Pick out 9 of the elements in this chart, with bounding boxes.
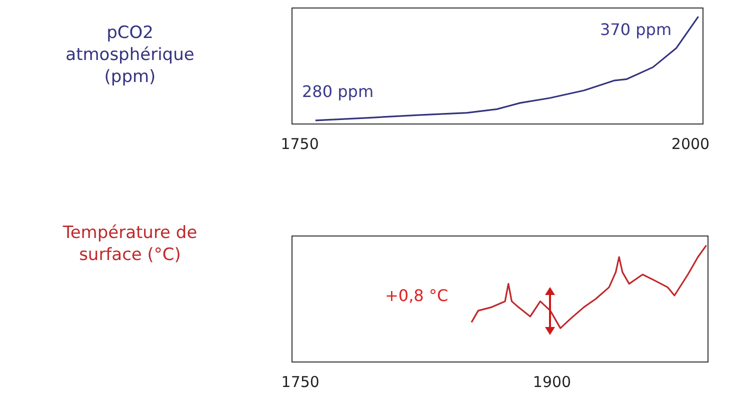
annotation: 370 ppm bbox=[600, 20, 672, 39]
y-axis-title: pCO2 atmosphérique (ppm) bbox=[64, 22, 196, 88]
y-axis-title: Température de surface (°C) bbox=[62, 222, 198, 266]
x-tick-label: 1900 bbox=[532, 372, 572, 391]
annotation: 280 ppm bbox=[302, 82, 374, 101]
x-tick-label: 1750 bbox=[281, 372, 320, 391]
annotation: +0,8 °C bbox=[385, 286, 448, 305]
x-tick-label: 1750 bbox=[280, 134, 319, 153]
x-tick-label: 2000 bbox=[671, 134, 710, 153]
